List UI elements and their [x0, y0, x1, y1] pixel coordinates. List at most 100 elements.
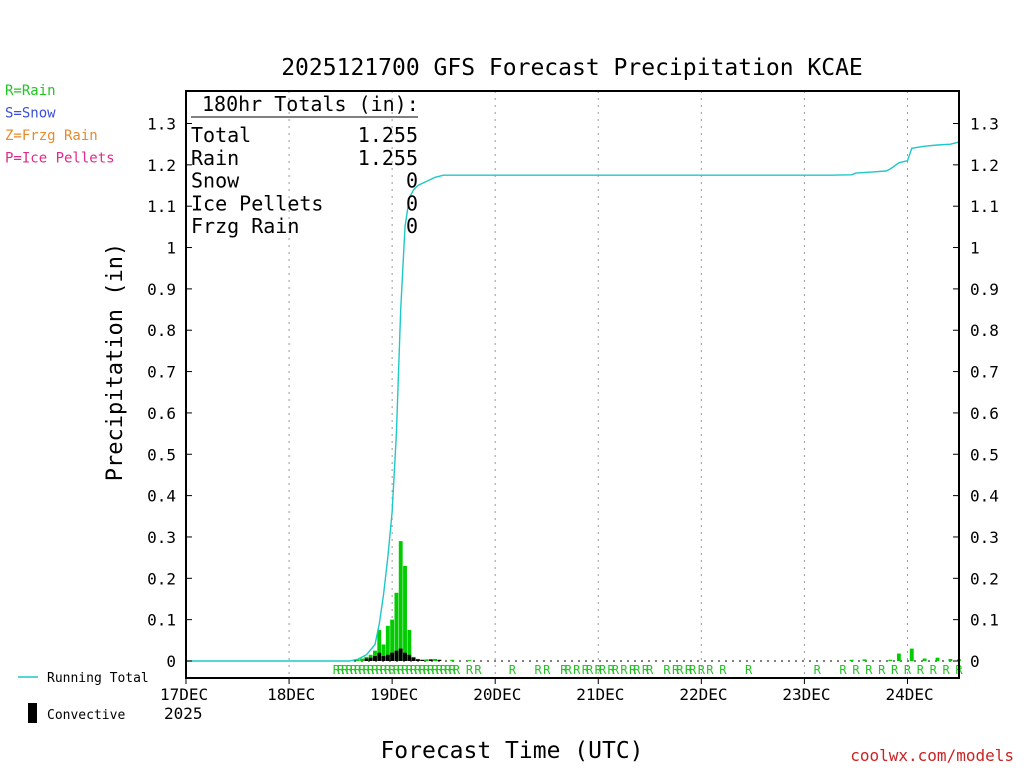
precip-type-marker: R [350, 663, 358, 677]
rain-bar [896, 653, 901, 661]
vertical-gridlines [186, 91, 959, 678]
precip-type-marker: R [431, 663, 439, 677]
precip-type-marker: R [698, 663, 706, 677]
precip-type-marker: R [565, 663, 573, 677]
totals-row-label: Snow [191, 169, 240, 193]
rain-bar [935, 657, 940, 661]
rain-bars [355, 541, 961, 661]
convective-bar [394, 650, 399, 661]
convective-bar [364, 658, 369, 661]
rain-bar [909, 648, 914, 661]
y-tick-label-left: 1.3 [147, 115, 176, 134]
y-tick-label-left: 0.4 [147, 487, 176, 506]
precip-type-marker: R [608, 663, 616, 677]
y-tick-label-left: 0.2 [147, 569, 176, 588]
totals-row-value: 0 [406, 214, 418, 238]
x-tick-label: 21DEC [576, 685, 624, 704]
precip-type-marker: R [474, 663, 482, 677]
x-tick-label: 17DEC [160, 685, 208, 704]
precip-type-marker: R [436, 663, 444, 677]
rain-bar [922, 658, 927, 661]
precip-type-marker: R [466, 663, 474, 677]
precip-type-legend-item: S=Snow [5, 106, 56, 122]
totals-row-label: Ice Pellets [191, 191, 323, 215]
precip-type-marker: R [633, 663, 641, 677]
running-total-line [186, 141, 960, 662]
rain-bar [424, 659, 429, 661]
precip-type-marker: R [642, 663, 650, 677]
precip-type-marker: R [891, 663, 899, 677]
precip-type-marker: R [663, 663, 671, 677]
precip-type-marker: R [930, 663, 938, 677]
precip-type-marker: R [419, 663, 427, 677]
precip-type-marker: R [814, 663, 822, 677]
totals-row-value: 0 [406, 191, 418, 215]
precip-type-marker: R [676, 663, 684, 677]
precip-type-marker: R [586, 663, 594, 677]
y-tick-label-right: 1.2 [970, 156, 999, 175]
y-tick-label-right: 0.1 [970, 611, 999, 630]
precip-type-marker: R [346, 663, 354, 677]
y-tick-label-right: 0.7 [970, 363, 999, 382]
convective-bar [420, 659, 425, 661]
y-tick-label-left: 1 [166, 239, 176, 258]
convective-bar [368, 657, 373, 661]
precip-type-marker: R [389, 663, 397, 677]
precip-type-marker: R [629, 663, 637, 677]
precip-type-marker: R [363, 663, 371, 677]
y-tick-label-right: 0.6 [970, 404, 999, 423]
y-tick-label-right: 0.4 [970, 487, 999, 506]
precip-type-marker: R [376, 663, 384, 677]
precip-type-marker: R [543, 663, 551, 677]
rain-bar [407, 629, 412, 661]
precip-type-marker: R [646, 663, 654, 677]
y-tick-label-right: 0.2 [970, 569, 999, 588]
precip-type-marker: R [401, 663, 409, 677]
series-legend: Running Total Convective [18, 671, 149, 723]
rain-bar [450, 659, 455, 661]
precip-type-marker: R [599, 663, 607, 677]
convective-bar [373, 656, 377, 661]
y-tick-label-left: 0.6 [147, 404, 176, 423]
convective-bar [411, 657, 416, 661]
x-tick-label: 18DEC [267, 685, 315, 704]
precip-type-marker: R [358, 663, 366, 677]
rain-bar [433, 658, 438, 661]
precip-type-marker: R [414, 663, 422, 677]
precip-type-legend-item: P=Ice Pellets [5, 151, 115, 167]
y-tick-label-left: 0.1 [147, 611, 176, 630]
x-axis-year-label: 2025 [164, 704, 203, 723]
y-tick-label-left: 0.3 [147, 528, 176, 547]
precip-type-marker: R [612, 663, 620, 677]
x-tick-label: 23DEC [782, 685, 830, 704]
precip-type-marker: R [852, 663, 860, 677]
convective-bar [381, 656, 386, 661]
x-tick-label: 20DEC [473, 685, 521, 704]
totals-row-label: Frzg Rain [191, 214, 299, 238]
rain-bar [467, 660, 472, 661]
precip-type-marker: R [371, 663, 379, 677]
x-axis-label: Forecast Time (UTC) [380, 738, 643, 764]
precip-type-marker: R [427, 663, 435, 677]
y-tick-label-left: 0.8 [147, 321, 176, 340]
rain-bar [377, 629, 382, 661]
precip-type-marker: R [535, 663, 543, 677]
precip-type-marker: R [453, 663, 461, 677]
precip-type-marker: R [333, 663, 341, 677]
rain-bar [394, 592, 399, 661]
precip-type-marker: R [440, 663, 448, 677]
y-axis-label: Precipitation (in) [103, 243, 128, 481]
precip-type-marker: R [745, 663, 753, 677]
precip-type-legend-item: R=Rain [5, 83, 56, 99]
y-ticks-right: 0 0.1 0.2 0.3 0.4 0.5 0.6 0.7 0.8 0.9 1 1.1 1.2 1.3 [953, 115, 999, 671]
y-tick-label-left: 1.2 [147, 156, 176, 175]
precip-type-legend: R=Rain S=Snow Z=Frzg Rain P=Ice Pellets [5, 83, 115, 167]
totals-row-value: 1.255 [358, 123, 418, 147]
rain-bar [849, 659, 854, 661]
precip-type-marker: R [904, 663, 912, 677]
totals-box: 180hr Totals (in): Total 1.255 Rain 1.255 Sn… [191, 92, 419, 238]
convective-bar [415, 659, 420, 661]
precip-type-marker: R [444, 663, 452, 677]
y-tick-label-right: 0.3 [970, 528, 999, 547]
